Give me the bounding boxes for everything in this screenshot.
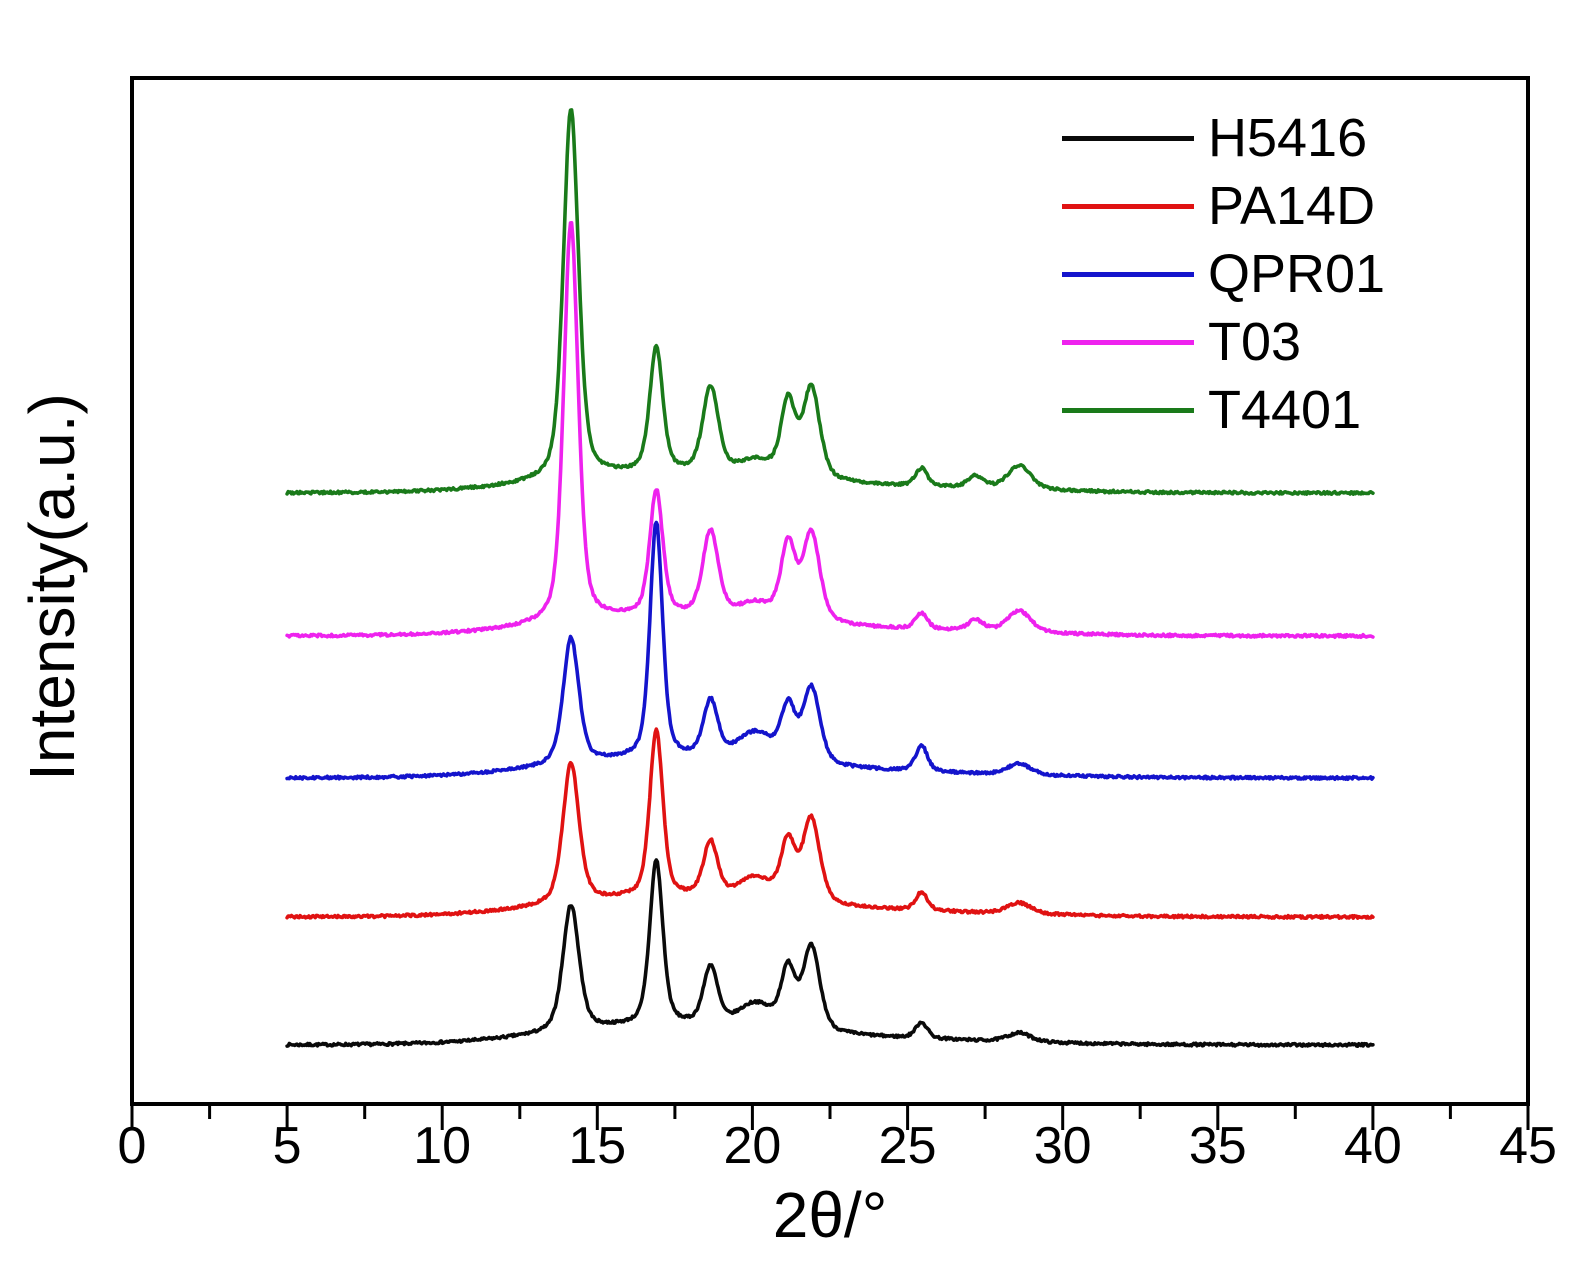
xrd-trace-t4401 xyxy=(285,108,1375,496)
legend-row-pa14d: PA14D xyxy=(1062,172,1385,240)
legend-line-icon xyxy=(1062,407,1194,413)
x-tick-label: 15 xyxy=(568,1117,626,1175)
x-tick-label: 10 xyxy=(413,1117,471,1175)
plot-frame xyxy=(130,76,1530,1106)
x-tick-label: 40 xyxy=(1344,1117,1402,1175)
xrd-trace-qpr01 xyxy=(285,520,1375,781)
x-axis-title: 2θ/° xyxy=(772,1179,888,1251)
x-tick-labels: 0 5 10 15 20 25 30 35 40 45 xyxy=(118,1117,1557,1175)
x-tick-label: 0 xyxy=(118,1117,147,1175)
legend-line-icon xyxy=(1062,339,1194,345)
x-axis-ticks xyxy=(130,1104,1530,1130)
legend-line-icon xyxy=(1062,203,1194,209)
legend-label: QPR01 xyxy=(1208,244,1386,304)
x-tick-label: 20 xyxy=(723,1117,781,1175)
legend-row-qpr01: QPR01 xyxy=(1062,240,1385,308)
legend-label: T03 xyxy=(1208,312,1302,372)
legend: H5416 PA14D QPR01 T03 T4401 xyxy=(1062,104,1385,444)
xrd-traces xyxy=(285,108,1375,1048)
x-tick-label: 30 xyxy=(1034,1117,1092,1175)
x-tick-label: 5 xyxy=(273,1117,302,1175)
legend-label: T4401 xyxy=(1208,380,1362,440)
y-axis-title: Intensity(a.u.) xyxy=(16,393,88,781)
legend-row-h5416: H5416 xyxy=(1062,104,1385,172)
legend-line-icon xyxy=(1062,135,1194,141)
legend-row-t4401: T4401 xyxy=(1062,376,1385,444)
x-tick-label: 45 xyxy=(1499,1117,1557,1175)
xrd-trace-pa14d xyxy=(285,727,1375,920)
legend-label: PA14D xyxy=(1208,176,1376,236)
x-tick-label: 35 xyxy=(1189,1117,1247,1175)
xrd-trace-t03 xyxy=(285,221,1375,639)
legend-line-icon xyxy=(1062,271,1194,277)
legend-label: H5416 xyxy=(1208,108,1368,168)
legend-row-t03: T03 xyxy=(1062,308,1385,376)
xrd-trace-h5416 xyxy=(285,858,1375,1048)
x-tick-label: 25 xyxy=(879,1117,937,1175)
